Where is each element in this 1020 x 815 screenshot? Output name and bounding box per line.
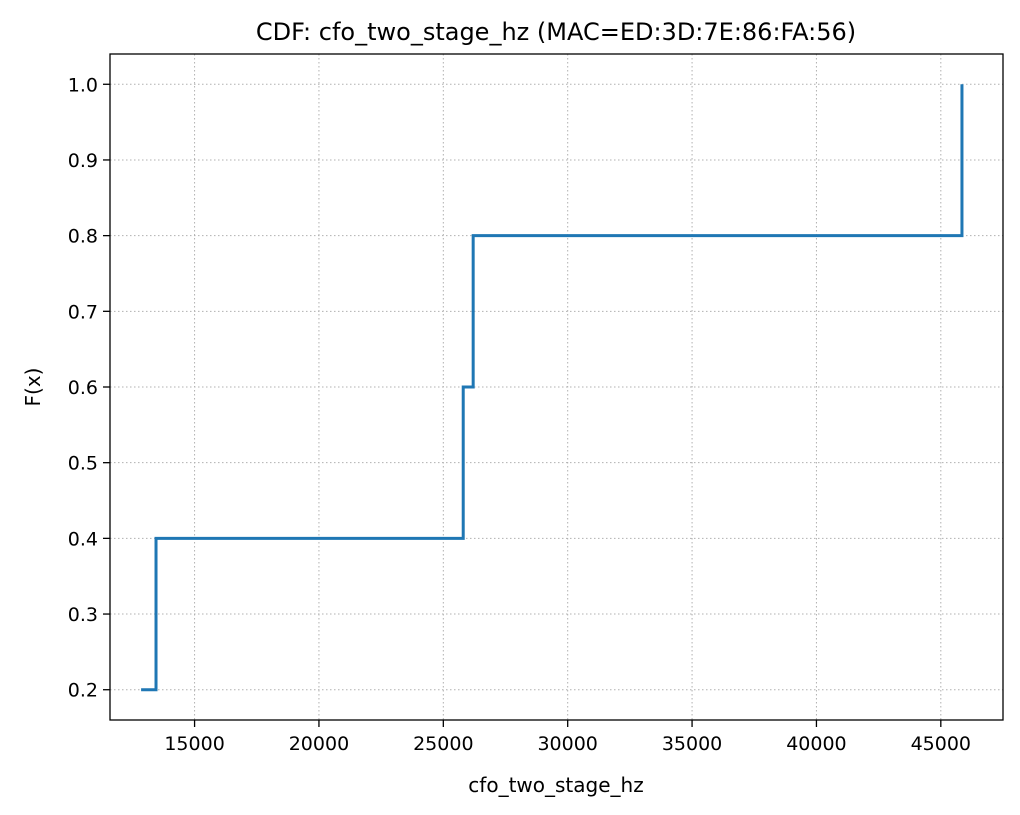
x-tick-label: 15000 xyxy=(164,733,224,755)
y-tick-label: 0.3 xyxy=(68,604,98,626)
x-tick-label: 25000 xyxy=(413,733,473,755)
axis-ticks: 15000 20000 25000 30000 35000 40000 45000 0.2 0.… xyxy=(68,74,971,755)
y-tick-label: 0.2 xyxy=(68,680,98,702)
y-tick-label: 0.7 xyxy=(68,301,98,323)
cdf-step-line xyxy=(141,84,964,692)
y-tick-label: 0.8 xyxy=(68,226,98,248)
y-tick-label: 0.4 xyxy=(68,528,98,550)
chart-title: CDF: cfo_two_stage_hz (MAC=ED:3D:7E:86:F… xyxy=(256,18,856,46)
x-tick-label: 20000 xyxy=(289,733,349,755)
x-tick-label: 40000 xyxy=(786,733,846,755)
x-tick-label: 45000 xyxy=(911,733,971,755)
y-axis-label: F(x) xyxy=(21,368,45,407)
y-tick-label: 0.9 xyxy=(68,150,98,172)
x-tick-label: 35000 xyxy=(662,733,722,755)
grid-lines xyxy=(110,54,1003,720)
y-tick-label: 1.0 xyxy=(68,74,98,96)
x-axis-label: cfo_two_stage_hz xyxy=(468,773,643,797)
y-tick-label: 0.5 xyxy=(68,453,98,475)
plot-frame xyxy=(109,53,1004,721)
series-layer xyxy=(141,84,964,692)
y-tick-label: 0.6 xyxy=(68,377,98,399)
x-tick-label: 30000 xyxy=(537,733,597,755)
